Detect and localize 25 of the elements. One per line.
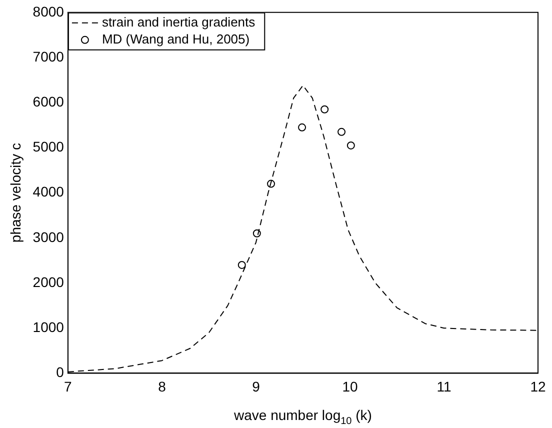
x-tick-label: 9: [252, 378, 260, 394]
x-tick-label: 10: [342, 378, 358, 394]
y-tick-label: 7000: [32, 48, 64, 64]
point: [346, 141, 355, 150]
y-tick-label: 8000: [32, 3, 64, 20]
legend-label: strain and inertia gradients: [102, 14, 256, 30]
y-tick-label: 6000: [32, 93, 64, 110]
y-tick-label: 2000: [32, 274, 64, 290]
y-axis-title: phase velocity c: [7, 142, 24, 243]
y-tick-label: 5000: [32, 138, 64, 155]
point: [320, 105, 329, 114]
point: [298, 123, 306, 132]
y-tick-label: 0: [56, 364, 64, 380]
y-tick-label: 4000: [32, 184, 64, 200]
legend-label: MD (Wang and Hu, 2005): [102, 31, 250, 46]
point: [252, 229, 261, 238]
x-tick-label: 7: [64, 378, 72, 394]
y-tick-label: 1000: [32, 318, 64, 335]
x-tick-label: 11: [436, 378, 452, 394]
y-tick-label: 3000: [32, 228, 64, 245]
point: [267, 180, 276, 188]
point: [338, 128, 346, 136]
point: [238, 260, 246, 269]
x-tick-label: 12: [530, 378, 546, 394]
x-tick-label: 8: [158, 378, 166, 394]
